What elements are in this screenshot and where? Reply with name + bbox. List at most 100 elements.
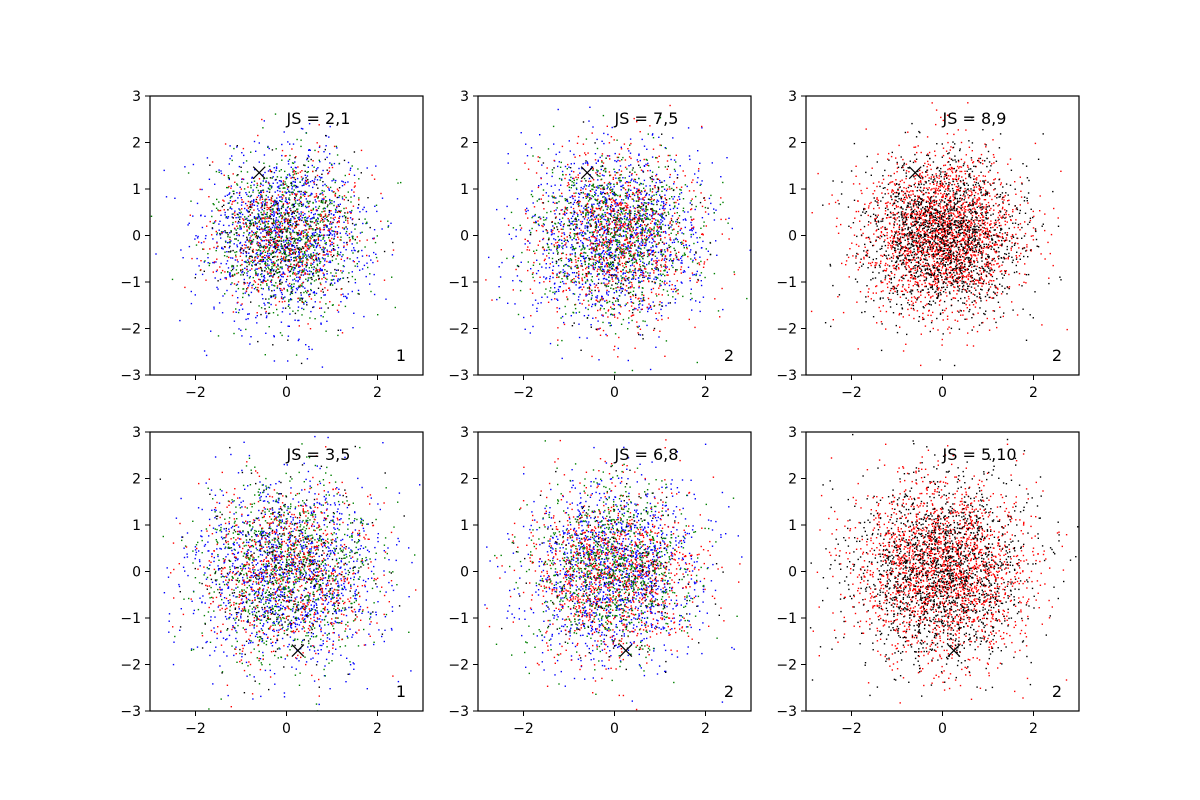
- scatter-point: [267, 196, 269, 198]
- scatter-point: [244, 247, 246, 249]
- scatter-point: [283, 195, 285, 197]
- scatter-point: [256, 182, 258, 185]
- scatter-point: [661, 318, 663, 321]
- scatter-point: [267, 232, 269, 234]
- scatter-point: [269, 252, 271, 255]
- scatter-point: [318, 176, 321, 178]
- scatter-point: [271, 267, 273, 270]
- scatter-point: [620, 146, 622, 148]
- scatter-point: [335, 179, 337, 182]
- scatter-point: [645, 185, 647, 187]
- scatter-point: [610, 306, 612, 308]
- scatter-point: [627, 359, 629, 362]
- scatter-point: [627, 232, 629, 234]
- scatter-point: [598, 244, 600, 246]
- scatter-point: [299, 284, 301, 286]
- scatter-point: [296, 276, 298, 278]
- scatter-point: [640, 241, 643, 243]
- scatter-point: [635, 216, 637, 218]
- scatter-point: [232, 217, 234, 219]
- scatter-point: [237, 311, 240, 314]
- scatter-point: [269, 239, 271, 241]
- scatter-point: [273, 229, 275, 232]
- scatter-point: [212, 203, 214, 205]
- scatter-point: [595, 172, 597, 174]
- scatter-point: [330, 251, 332, 253]
- scatter-point: [652, 238, 654, 241]
- scatter-point: [557, 108, 559, 111]
- scatter-point: [617, 281, 620, 283]
- scatter-point: [546, 230, 548, 232]
- scatter-point: [630, 189, 632, 191]
- scatter-point: [606, 335, 608, 337]
- scatter-point: [272, 344, 274, 346]
- scatter-point: [300, 231, 303, 233]
- scatter-point: [707, 250, 709, 252]
- scatter-point: [673, 273, 676, 275]
- scatter-point: [655, 173, 658, 176]
- scatter-point: [304, 205, 307, 207]
- scatter-point: [609, 208, 611, 210]
- scatter-point: [331, 190, 333, 192]
- scatter-point: [625, 275, 627, 277]
- scatter-point: [666, 160, 669, 162]
- scatter-point: [222, 224, 225, 226]
- scatter-point: [639, 264, 641, 266]
- scatter-point: [626, 241, 629, 244]
- scatter-point: [345, 230, 348, 233]
- scatter-point: [595, 189, 597, 191]
- scatter-point: [305, 177, 307, 179]
- scatter-point: [572, 197, 574, 200]
- scatter-point: [235, 269, 238, 271]
- scatter-point: [276, 176, 279, 178]
- scatter-point: [295, 242, 297, 244]
- scatter-point: [341, 332, 344, 334]
- scatter-point: [532, 304, 534, 306]
- scatter-point: [617, 277, 619, 279]
- scatter-point: [604, 300, 606, 302]
- scatter-point: [261, 194, 263, 197]
- scatter-point: [577, 174, 579, 176]
- scatter-point: [649, 305, 652, 307]
- scatter-point: [271, 295, 273, 297]
- scatter-point: [227, 236, 229, 238]
- scatter-point: [596, 270, 598, 272]
- scatter-point: [256, 268, 259, 270]
- scatter-point: [588, 120, 590, 122]
- scatter-point: [267, 145, 269, 148]
- scatter-point: [618, 243, 621, 246]
- scatter-point: [520, 261, 522, 263]
- scatter-point: [256, 315, 258, 317]
- scatter-point: [665, 189, 668, 192]
- scatter-point: [259, 217, 261, 219]
- scatter-point: [283, 241, 285, 243]
- scatter-point: [683, 270, 685, 272]
- scatter-point: [347, 191, 349, 193]
- scatter-point: [650, 199, 652, 201]
- scatter-point: [633, 308, 635, 311]
- scatter-point: [330, 213, 333, 215]
- scatter-point: [323, 197, 325, 199]
- scatter-point: [280, 184, 283, 186]
- scatter-point: [608, 213, 611, 215]
- scatter-point: [307, 195, 310, 197]
- scatter-point: [246, 219, 249, 222]
- scatter-point: [652, 133, 654, 135]
- scatter-point: [298, 240, 300, 242]
- scatter-point: [265, 268, 267, 270]
- scatter-point: [594, 159, 597, 161]
- scatter-point: [273, 250, 275, 253]
- scatter-point: [673, 183, 675, 185]
- scatter-point: [214, 221, 216, 223]
- scatter-point: [359, 240, 361, 242]
- scatter-point: [624, 159, 627, 161]
- scatter-point: [278, 209, 281, 212]
- scatter-point: [581, 235, 583, 237]
- scatter-point: [271, 252, 273, 254]
- scatter-point: [278, 300, 281, 303]
- scatter-point: [640, 297, 642, 300]
- scatter-point: [327, 172, 330, 174]
- scatter-point: [310, 264, 312, 267]
- scatter-point: [633, 207, 635, 209]
- scatter-point: [300, 195, 302, 198]
